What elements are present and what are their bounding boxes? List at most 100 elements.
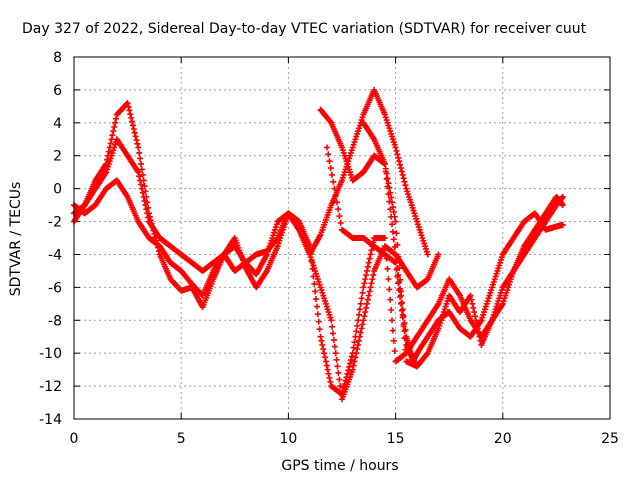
data-point xyxy=(341,381,348,388)
data-point xyxy=(474,325,481,332)
data-point xyxy=(396,265,403,272)
x-tick-label: 5 xyxy=(177,431,186,447)
data-point xyxy=(145,214,152,221)
data-point xyxy=(365,292,372,299)
data-point xyxy=(395,253,402,260)
data-point xyxy=(355,341,362,348)
data-point xyxy=(402,182,409,189)
data-point xyxy=(358,325,365,332)
data-point xyxy=(323,144,330,151)
data-point xyxy=(471,309,478,316)
data-point xyxy=(339,391,345,398)
data-point xyxy=(435,251,442,258)
data-point xyxy=(388,306,395,313)
data-point xyxy=(124,100,131,107)
y-tick-label: 0 xyxy=(53,182,62,198)
data-point xyxy=(350,362,357,369)
data-point xyxy=(330,330,337,337)
data-point xyxy=(327,378,334,385)
data-point xyxy=(393,147,400,154)
y-tick-label: -10 xyxy=(39,346,62,362)
data-point xyxy=(132,133,139,140)
data-point xyxy=(367,251,374,258)
y-tick-label: -14 xyxy=(39,412,62,428)
data-point xyxy=(390,208,397,215)
data-point xyxy=(314,311,321,318)
data-point xyxy=(364,300,371,307)
data-point xyxy=(347,360,354,367)
data-point xyxy=(339,387,346,394)
data-point xyxy=(559,202,566,209)
data-point xyxy=(110,128,117,135)
data-point xyxy=(391,348,398,355)
data-point xyxy=(355,311,362,318)
data-point xyxy=(112,119,119,126)
data-point xyxy=(414,363,421,370)
data-point xyxy=(385,276,392,283)
data-point xyxy=(353,328,360,335)
data-point xyxy=(400,175,407,182)
data-point xyxy=(326,374,333,381)
x-axis-label: GPS time / hours xyxy=(281,458,398,474)
data-point xyxy=(317,333,324,340)
data-point xyxy=(322,358,329,365)
y-axis-label: SDTVAR / TECUs xyxy=(8,182,24,297)
data-point xyxy=(381,160,388,167)
data-point xyxy=(396,158,403,165)
data-point xyxy=(389,199,396,206)
data-point xyxy=(141,197,148,204)
chart-title: Day 327 of 2022, Sidereal Day-to-day VTE… xyxy=(22,21,587,37)
data-point xyxy=(475,329,482,336)
data-point xyxy=(354,322,361,329)
data-point xyxy=(135,169,142,176)
data-point xyxy=(138,160,144,167)
y-tick-label: 8 xyxy=(53,50,62,66)
data-point xyxy=(332,192,339,199)
data-point xyxy=(389,204,396,211)
data-point xyxy=(368,247,375,254)
data-point xyxy=(359,321,366,328)
data-point xyxy=(395,280,402,287)
data-point xyxy=(344,370,351,377)
data-point xyxy=(398,300,405,307)
data-point xyxy=(397,165,404,172)
data-point xyxy=(469,300,476,307)
data-point xyxy=(401,178,408,185)
data-point xyxy=(327,165,334,172)
data-point xyxy=(273,236,280,243)
data-point xyxy=(390,236,397,243)
data-point xyxy=(311,280,318,287)
data-point xyxy=(111,123,118,130)
data-point xyxy=(385,180,392,187)
y-tick-label: 4 xyxy=(53,116,62,132)
data-point xyxy=(307,250,314,257)
data-point xyxy=(384,175,391,182)
data-point xyxy=(107,140,114,147)
data-point xyxy=(326,158,333,165)
data-point xyxy=(310,273,317,280)
data-point xyxy=(383,170,390,177)
data-point xyxy=(356,306,363,313)
axis-ticks: 0 5 10 15 20 25 -14 -12 -10 -8 -6 -4 -2 0 2 4 6 8 xyxy=(39,50,619,447)
data-point xyxy=(126,107,133,114)
data-point xyxy=(369,276,376,283)
data-point xyxy=(355,317,362,324)
data-point xyxy=(364,263,371,270)
data-point xyxy=(136,149,143,156)
data-point xyxy=(328,317,335,324)
data-point xyxy=(394,273,401,280)
data-point xyxy=(397,161,404,168)
data-point xyxy=(364,267,371,274)
data-point xyxy=(351,358,358,365)
plot-frame xyxy=(73,56,611,420)
data-point xyxy=(559,193,566,200)
data-point xyxy=(365,259,372,266)
data-point xyxy=(105,148,112,155)
data-point xyxy=(424,251,431,258)
data-point xyxy=(399,311,406,318)
data-point xyxy=(363,272,370,279)
data-point xyxy=(402,346,409,353)
data-point xyxy=(306,243,313,250)
data-point xyxy=(336,213,343,220)
